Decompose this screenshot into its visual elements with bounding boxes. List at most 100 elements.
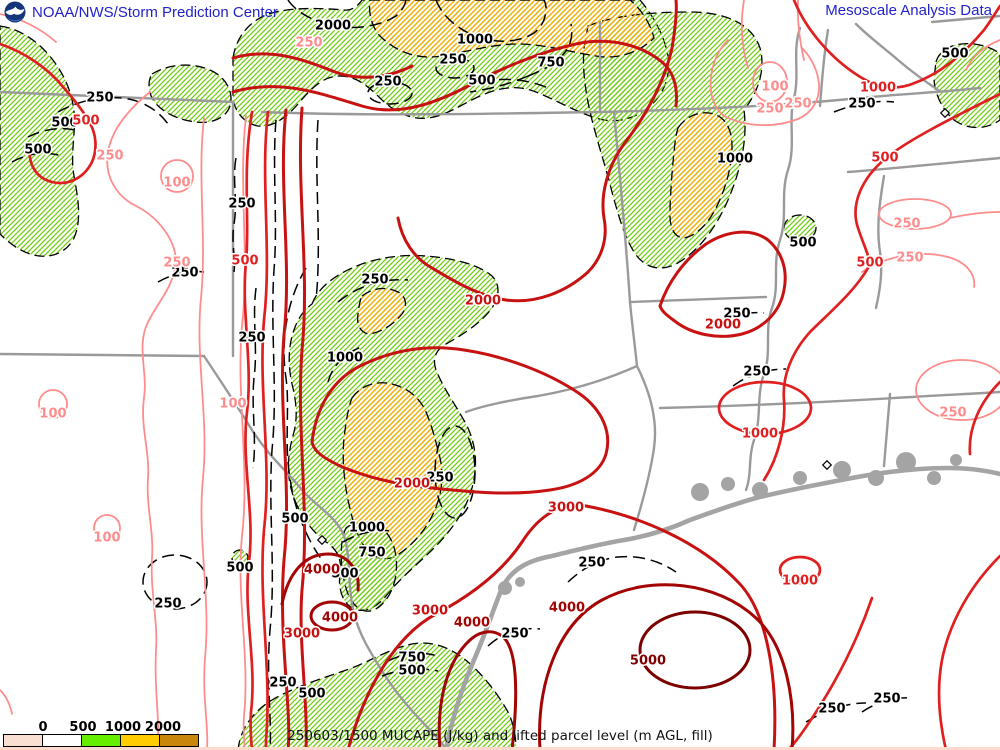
contour-label: 250 <box>893 217 920 232</box>
state-borders <box>0 14 1000 750</box>
contour-label: 100 <box>219 397 246 412</box>
contour-label: 250 <box>848 97 875 112</box>
contour-label: 1000 <box>782 574 818 589</box>
border-path <box>846 156 1000 174</box>
contour-label: 250 <box>743 365 770 380</box>
diamond-marker <box>821 459 833 471</box>
contour-label: 250 <box>163 256 190 271</box>
contour-label: 250 <box>501 627 528 642</box>
legend-tick: 0 <box>38 720 48 735</box>
contour-label: 5000 <box>630 654 666 669</box>
legend-tick: 1000 <box>104 720 142 735</box>
contour-label: 1000 <box>742 427 778 442</box>
river-path <box>464 364 639 414</box>
contour-label: 750 <box>358 546 385 561</box>
contour-label: 500 <box>331 567 358 582</box>
contour-label: 1000 <box>717 152 753 167</box>
legend: 0 500 1000 2000 <box>3 720 243 749</box>
river-path <box>744 26 802 492</box>
contour-label: 250 <box>426 471 453 486</box>
contour-label: 100 <box>93 531 120 546</box>
contour-label: 250 <box>723 307 750 322</box>
diamond-marker <box>316 534 328 546</box>
contour-label: 250 <box>756 102 783 117</box>
contour-label: 500 <box>398 664 425 679</box>
contour-label: 500 <box>298 687 325 702</box>
site-title-link[interactable]: NOAA/NWS/Storm Prediction Center <box>4 1 278 23</box>
contour-label: 250 <box>238 331 265 346</box>
contour-label: 3000 <box>548 501 584 516</box>
border-path <box>0 352 206 358</box>
diamond-marker <box>939 107 951 119</box>
contour-label: 500 <box>72 114 99 129</box>
fill-region <box>340 521 398 612</box>
contour-label: 500 <box>871 151 898 166</box>
contour-label: 2000 <box>315 19 351 34</box>
legend-cell <box>3 734 43 747</box>
contour-label: 250 <box>578 556 605 571</box>
contour-label: 250 <box>228 197 255 212</box>
contour-label: 750 <box>537 56 564 71</box>
contour-label: 4000 <box>322 611 358 626</box>
bottom-strip <box>0 747 1000 750</box>
coastal-lakes <box>498 452 962 595</box>
site-title: NOAA/NWS/Storm Prediction Center <box>32 3 278 21</box>
fill-region <box>237 642 517 750</box>
legend-cell <box>81 734 121 747</box>
fill-region <box>148 64 232 124</box>
contour-label: 500 <box>856 256 883 271</box>
contour-label: 500 <box>231 254 258 269</box>
river-path <box>818 28 830 108</box>
contour-label: 100 <box>761 80 788 95</box>
contour-label: 3000 <box>284 627 320 642</box>
fill-region <box>933 42 1000 129</box>
contour-label: 500 <box>51 116 78 131</box>
contour-label: 250 <box>873 692 900 707</box>
coastline <box>443 465 1000 750</box>
legend-cell <box>42 734 82 747</box>
contour-label: 250 <box>269 676 296 691</box>
river-path <box>874 174 886 310</box>
contour-label: 250 <box>361 273 388 288</box>
fill-region-core <box>356 287 407 335</box>
page-title-link[interactable]: Mesoscale Analysis Data <box>825 2 992 19</box>
legend-cell <box>120 734 160 747</box>
contour-label: 250 <box>896 251 923 266</box>
legend-tick: 2000 <box>144 720 182 735</box>
contour-label: 2000 <box>705 318 741 333</box>
contour-label: 250 <box>295 36 322 51</box>
contour-label: 2000 <box>394 477 430 492</box>
contour-label: 750 <box>398 651 425 666</box>
noaa-logo-icon <box>4 1 26 23</box>
contour-label: 250 <box>374 75 401 90</box>
contour-label: 250 <box>171 266 198 281</box>
contour-label: 250 <box>86 91 113 106</box>
border-path <box>628 300 639 368</box>
border-path <box>260 86 982 116</box>
legend-cells <box>3 734 199 747</box>
contour-label: 1000 <box>349 521 385 536</box>
contour-label: 500 <box>281 512 308 527</box>
contour-label: 1000 <box>457 33 493 48</box>
contour-label: 500 <box>941 47 968 62</box>
river-path <box>854 22 940 92</box>
contour-label: 250 <box>818 702 845 717</box>
contour-label: 250 <box>154 597 181 612</box>
fill-region <box>783 214 817 242</box>
contour-label: 500 <box>226 561 253 576</box>
border-path <box>882 392 892 468</box>
contour-label: 3000 <box>412 604 448 619</box>
fill-region-core <box>342 382 443 560</box>
contour-label: 1000 <box>860 81 896 96</box>
contour-label: 100 <box>163 176 190 191</box>
contour-label: 2000 <box>465 294 501 309</box>
station-markers <box>316 107 951 546</box>
contour-label: 250 <box>939 406 966 421</box>
legend-cell <box>159 734 199 747</box>
border-path <box>612 110 632 304</box>
river-path <box>632 364 657 532</box>
